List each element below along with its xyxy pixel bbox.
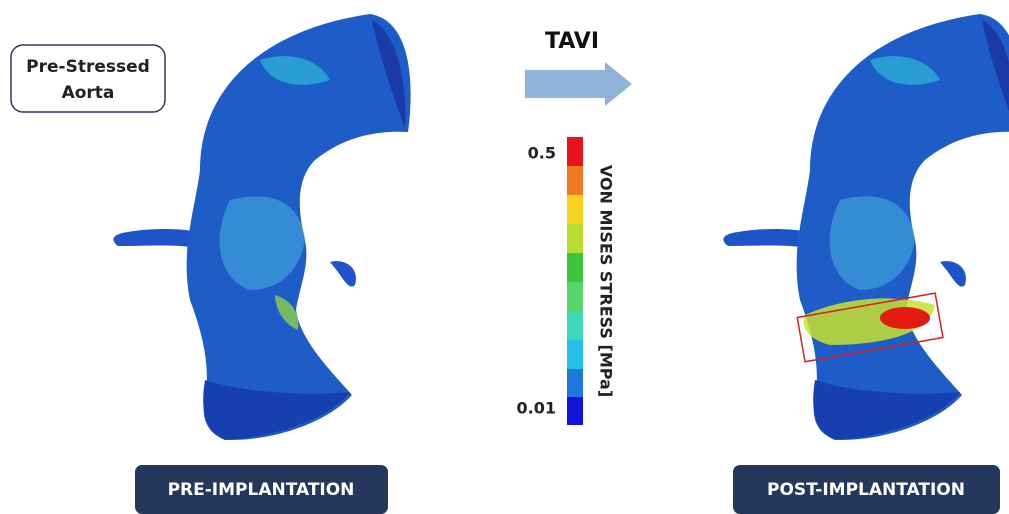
aorta-post [723, 14, 1009, 440]
figure: Pre-Stressed Aorta TAVI 0.5 0.01 VON MIS… [0, 0, 1009, 514]
stress-hotspot [880, 307, 930, 329]
figure-canvas: Pre-Stressed Aorta TAVI 0.5 0.01 VON MIS… [0, 0, 1009, 514]
colorbar [567, 137, 583, 425]
arrow-label: TAVI [545, 29, 599, 54]
arrow [525, 62, 632, 106]
colorbar-max: 0.5 [528, 144, 556, 163]
annotation-text: Pre-Stressed [26, 57, 150, 77]
panel-label: PRE-IMPLANTATION [168, 480, 355, 500]
colorbar-min: 0.01 [517, 399, 556, 418]
panel-label: POST-IMPLANTATION [767, 480, 965, 500]
colorbar-title: VON MISES STRESS [MPa] [597, 165, 616, 397]
annotation-text: Aorta [62, 83, 115, 103]
